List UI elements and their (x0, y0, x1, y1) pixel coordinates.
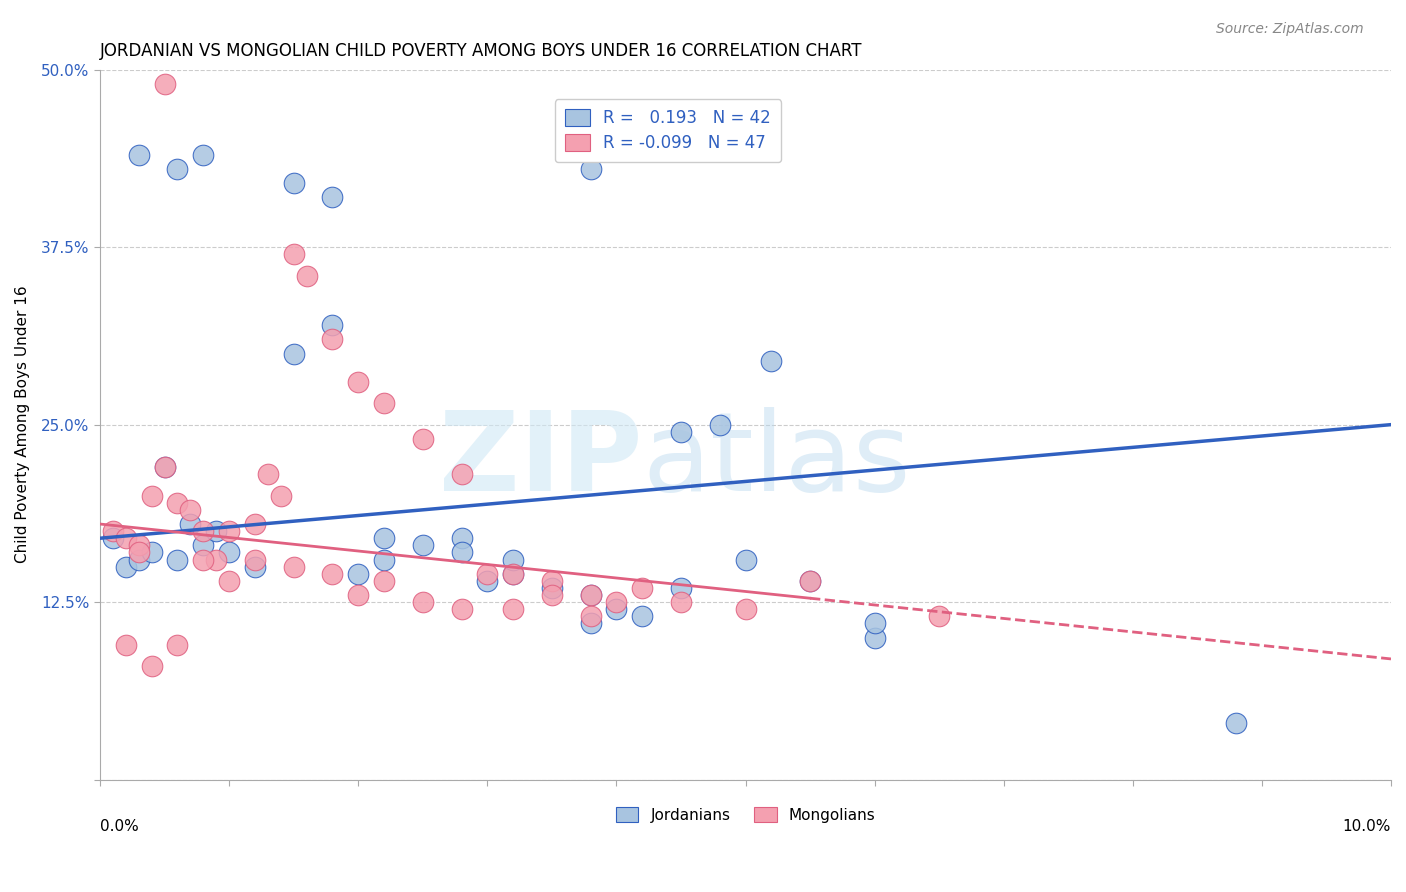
Point (179, 503, 201, 517)
Point (502, 566, 524, 581)
Point (631, 581, 654, 595)
Point (179, 516, 201, 531)
Point (412, 432, 434, 446)
Point (734, 552, 756, 566)
Point (579, 616, 602, 631)
Point (283, 247, 305, 261)
Point (193, 148, 215, 162)
Point (347, 566, 370, 581)
Point (502, 552, 524, 566)
Point (321, 333, 343, 347)
Point (541, 574, 564, 588)
Point (141, 545, 163, 559)
Point (141, 659, 163, 673)
Point (477, 566, 499, 581)
Point (218, 574, 240, 588)
Legend: Jordanians, Mongolians: Jordanians, Mongolians (609, 801, 882, 829)
Point (450, 467, 472, 482)
Point (709, 417, 731, 432)
Point (115, 638, 138, 652)
Point (412, 595, 434, 609)
Point (141, 489, 163, 503)
Point (243, 516, 266, 531)
Point (605, 602, 627, 616)
Point (605, 595, 627, 609)
Point (579, 609, 602, 624)
Point (541, 588, 564, 602)
Point (761, 353, 783, 368)
Point (502, 566, 524, 581)
Point (502, 602, 524, 616)
Point (541, 581, 564, 595)
Point (321, 318, 343, 333)
Point (193, 538, 215, 552)
Point (631, 609, 654, 624)
Point (799, 574, 821, 588)
Point (579, 588, 602, 602)
Point (928, 609, 950, 624)
Text: 10.0%: 10.0% (1343, 819, 1391, 834)
Point (347, 375, 370, 389)
Point (101, 531, 124, 545)
Text: atlas: atlas (643, 407, 911, 514)
Point (166, 638, 188, 652)
Text: ZIP: ZIP (439, 407, 643, 514)
Point (283, 176, 305, 190)
Point (373, 552, 395, 566)
Point (347, 588, 370, 602)
Point (579, 588, 602, 602)
Point (373, 574, 395, 588)
Point (1225, 715, 1247, 730)
Point (477, 574, 499, 588)
Point (270, 489, 292, 503)
Point (115, 559, 138, 574)
Point (153, 77, 176, 91)
Point (412, 538, 434, 552)
Point (373, 396, 395, 410)
Point (205, 524, 228, 538)
Point (128, 538, 150, 552)
Point (450, 602, 472, 616)
Point (799, 574, 821, 588)
Point (166, 496, 188, 510)
Point (193, 552, 215, 566)
Point (153, 460, 176, 475)
Point (193, 524, 215, 538)
Point (218, 524, 240, 538)
Point (450, 545, 472, 559)
Point (321, 190, 343, 204)
Point (669, 581, 692, 595)
Point (153, 460, 176, 475)
Point (669, 425, 692, 439)
Point (283, 346, 305, 360)
Point (166, 162, 188, 177)
Point (863, 616, 886, 631)
Point (373, 531, 395, 545)
Point (257, 467, 280, 482)
Point (115, 531, 138, 545)
Point (283, 559, 305, 574)
Point (128, 545, 150, 559)
Y-axis label: Child Poverty Among Boys Under 16: Child Poverty Among Boys Under 16 (15, 285, 30, 564)
Point (218, 545, 240, 559)
Text: JORDANIAN VS MONGOLIAN CHILD POVERTY AMONG BOYS UNDER 16 CORRELATION CHART: JORDANIAN VS MONGOLIAN CHILD POVERTY AMO… (100, 42, 862, 60)
Point (243, 552, 266, 566)
Point (321, 566, 343, 581)
Point (669, 595, 692, 609)
Point (205, 552, 228, 566)
Point (128, 148, 150, 162)
Point (295, 268, 318, 283)
Point (128, 552, 150, 566)
Point (243, 559, 266, 574)
Point (101, 524, 124, 538)
Point (734, 602, 756, 616)
Point (166, 552, 188, 566)
Point (450, 531, 472, 545)
Point (863, 631, 886, 645)
Text: 0.0%: 0.0% (100, 819, 139, 834)
Text: Source: ZipAtlas.com: Source: ZipAtlas.com (1216, 22, 1364, 37)
Point (579, 162, 602, 177)
